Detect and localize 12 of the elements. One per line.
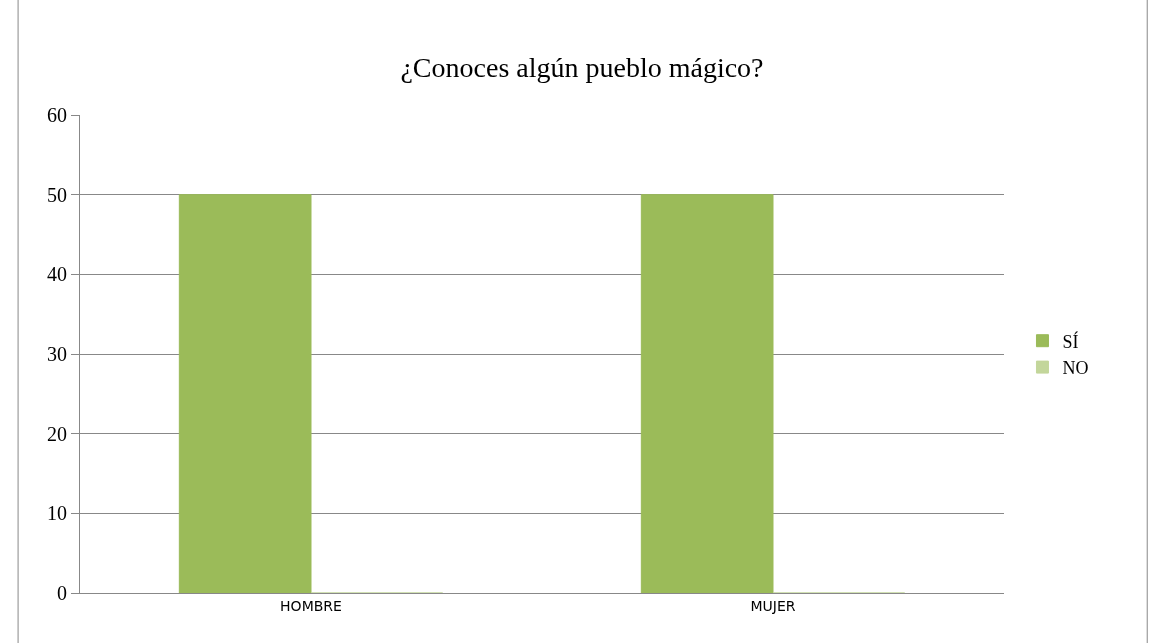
y-tick-label: 0: [57, 582, 67, 604]
x-tick-label: HOMBRE: [280, 597, 342, 614]
y-tick-label: 50: [47, 183, 67, 206]
y-tick-label: 10: [47, 502, 67, 525]
y-tick-label: 30: [47, 343, 67, 365]
y-tick-label: 40: [47, 263, 67, 286]
y-tick-label: 60: [47, 104, 67, 126]
legend-label: NO: [1062, 358, 1089, 379]
chart-title: ¿Conoces algún pueblo mágico?: [400, 52, 764, 84]
x-tick-label: MUJER: [750, 597, 796, 614]
legend-label: SÍ: [1062, 330, 1079, 352]
y-tick-label: 20: [47, 422, 67, 445]
